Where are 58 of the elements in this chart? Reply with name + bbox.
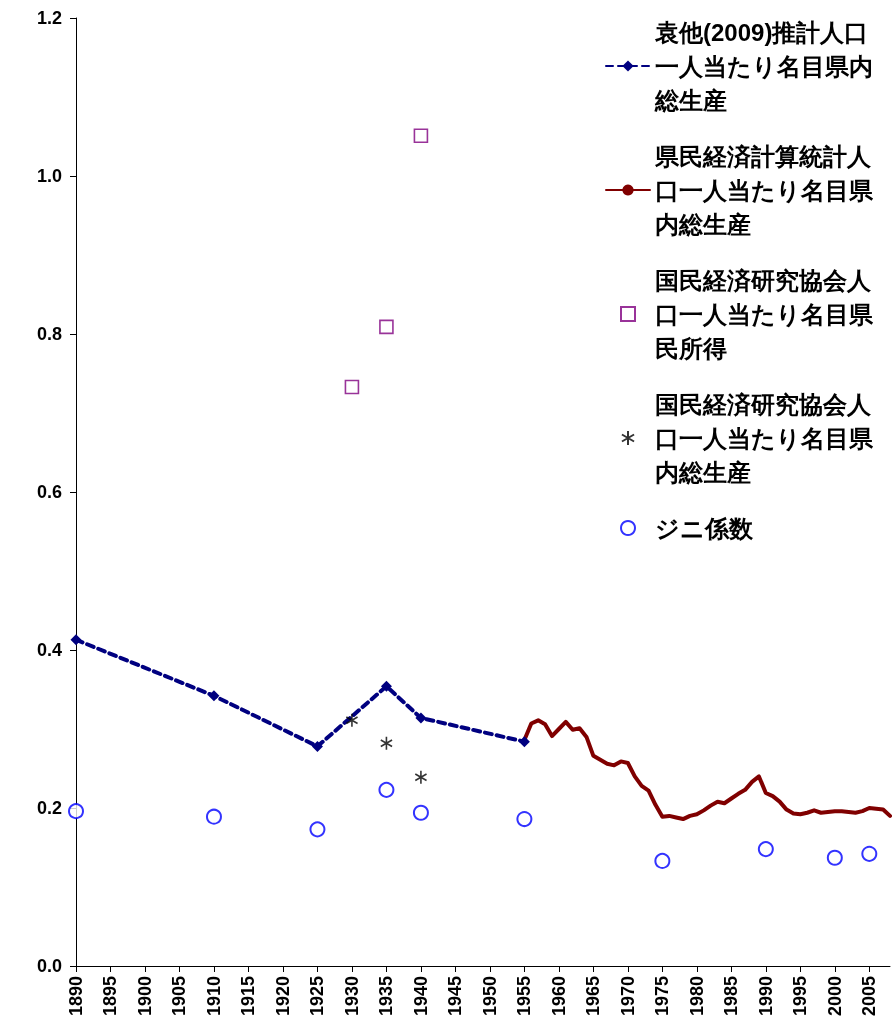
- x-tick-label: 1900: [134, 976, 155, 1017]
- point: [379, 735, 393, 751]
- point: [412, 804, 429, 821]
- x-tick-label: 1955: [514, 976, 535, 1017]
- legend-label: ジニ係数: [655, 514, 754, 542]
- point: [344, 379, 360, 395]
- x-tick-label: 1975: [652, 976, 673, 1017]
- point: [68, 803, 84, 820]
- point: [516, 811, 533, 828]
- x-tick-label: 1995: [790, 976, 811, 1017]
- y-tick-label: 0.2: [36, 798, 62, 818]
- x-tick-label: 1960: [548, 976, 569, 1017]
- point: [826, 849, 843, 866]
- x-tick-label: 1925: [307, 976, 328, 1017]
- x-tick-label: 1940: [410, 976, 431, 1017]
- y-tick-label: 1.2: [36, 8, 62, 28]
- point: [345, 713, 359, 728]
- point: [208, 690, 220, 702]
- point: [380, 680, 392, 692]
- x-tick-label: 1945: [445, 976, 466, 1017]
- point: [861, 845, 878, 862]
- y-tick-label: 0.8: [36, 324, 62, 344]
- point: [70, 634, 82, 646]
- x-tick-label: 1930: [341, 976, 362, 1017]
- x-tick-label: 1905: [169, 976, 190, 1017]
- y-tick-label: 1.0: [36, 166, 62, 186]
- point: [415, 712, 427, 724]
- x-tick-label: 1935: [376, 976, 397, 1017]
- x-tick-label: 1970: [617, 976, 638, 1017]
- x-tick-label: 1990: [755, 976, 776, 1017]
- point: [414, 769, 428, 785]
- point: [654, 852, 671, 869]
- x-tick-label: 1985: [721, 976, 742, 1017]
- point: [413, 128, 429, 144]
- x-tick-label: 1895: [100, 976, 121, 1017]
- legend-label: 国民経済研究協会人口一人当たり名目県民所得: [655, 266, 874, 362]
- x-tick-label: 1950: [479, 976, 500, 1017]
- x-tick-label: 1915: [238, 976, 259, 1017]
- y-tick-label: 0.4: [36, 640, 62, 660]
- point: [378, 781, 395, 798]
- legend-label: 国民経済研究協会人口一人当たり名目県内総生産: [655, 390, 874, 486]
- point: [518, 736, 530, 748]
- x-tick-label: 1890: [66, 976, 86, 1017]
- y-tick-label: 0.0: [36, 956, 62, 976]
- point: [205, 808, 222, 825]
- x-tick-label: 1910: [203, 976, 224, 1017]
- point: [311, 740, 323, 752]
- x-tick-label: 1980: [686, 976, 707, 1017]
- x-tick-label: 1920: [272, 976, 293, 1017]
- x-tick-label: 2005: [859, 976, 880, 1017]
- legend-label: 袁他(2009)推計人口一人当たり名目県内総生産: [654, 18, 873, 114]
- legend-label: 県民経済計算統計人口一人当たり名目県内総生産: [654, 142, 874, 238]
- point: [757, 841, 774, 858]
- y-tick-label: 0.6: [36, 482, 62, 502]
- x-tick-label: 2000: [824, 976, 845, 1017]
- point: [309, 821, 326, 838]
- point: [379, 319, 394, 335]
- x-tick-label: 1965: [583, 976, 604, 1017]
